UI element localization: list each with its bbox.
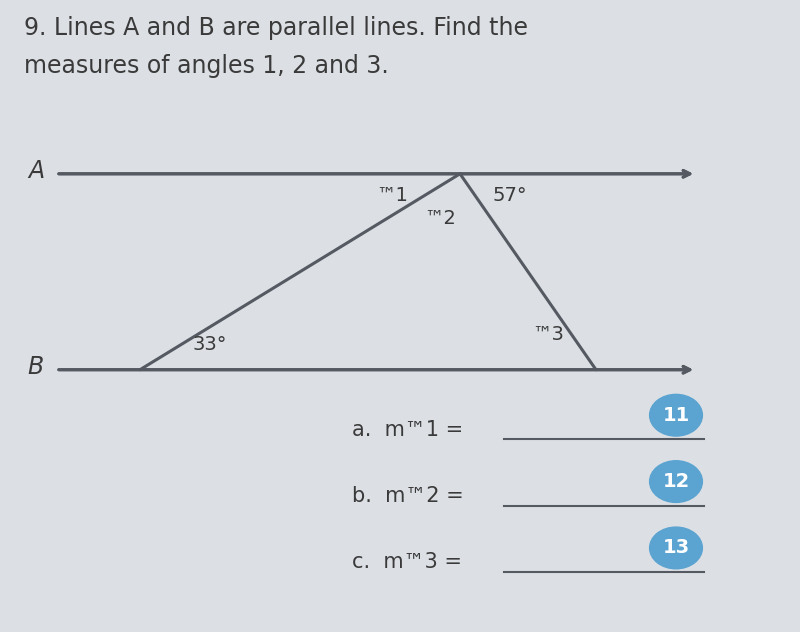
Text: B: B [28,355,44,379]
Text: ™3: ™3 [532,325,564,344]
Text: 12: 12 [662,472,690,491]
Text: measures of angles 1, 2 and 3.: measures of angles 1, 2 and 3. [24,54,389,78]
Text: 33°: 33° [192,335,226,354]
Text: ™1: ™1 [376,186,408,205]
Text: c.  m™3 =: c. m™3 = [352,552,462,573]
Text: 13: 13 [662,538,690,557]
Circle shape [650,461,702,502]
Text: 9. Lines A and B are parallel lines. Find the: 9. Lines A and B are parallel lines. Fin… [24,16,528,40]
Text: 11: 11 [662,406,690,425]
Text: ™2: ™2 [424,209,456,228]
Text: a.  m™1 =: a. m™1 = [352,420,463,440]
Text: b.  m™2 =: b. m™2 = [352,486,464,506]
Circle shape [650,527,702,569]
Text: A: A [28,159,44,183]
Circle shape [650,394,702,436]
Text: 57°: 57° [492,186,526,205]
